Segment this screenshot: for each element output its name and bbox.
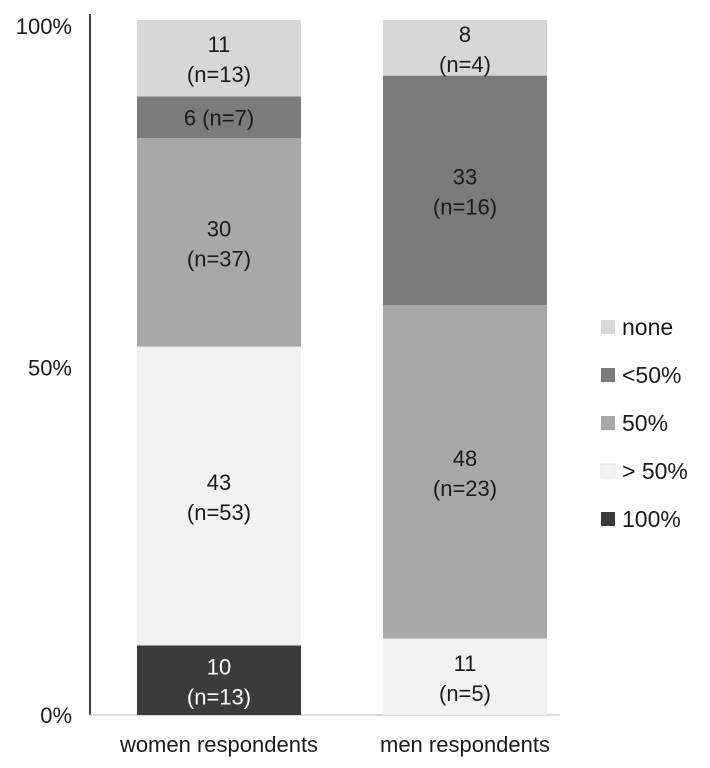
bar-segment bbox=[137, 20, 301, 97]
segment-value-label: 10 bbox=[207, 654, 231, 679]
y-tick-label: 50% bbox=[28, 356, 72, 381]
legend-swatch bbox=[600, 463, 616, 479]
segment-value-label: 43 bbox=[207, 470, 231, 495]
legend-label: > 50% bbox=[622, 458, 688, 484]
segment-count-label: (n=4) bbox=[439, 52, 491, 77]
bar-segment bbox=[383, 75, 547, 305]
segment-count-label: (n=5) bbox=[439, 681, 491, 706]
bar-segment bbox=[137, 645, 301, 715]
legend-label: 50% bbox=[622, 410, 668, 436]
x-category-label: men respondents bbox=[380, 732, 550, 757]
y-tick-label: 0% bbox=[40, 703, 72, 728]
legend-label: none bbox=[622, 314, 673, 340]
segment-count-label: (n=37) bbox=[187, 246, 251, 271]
x-category-label: women respondents bbox=[119, 732, 318, 757]
segment-count-label: (n=13) bbox=[187, 684, 251, 709]
legend-swatch bbox=[601, 512, 615, 526]
bar-segment bbox=[383, 304, 547, 639]
segment-value-label: 33 bbox=[453, 164, 477, 189]
axis-layer: 0% 50% 100% women respondents men respondent… bbox=[16, 14, 560, 757]
segment-count-label: (n=13) bbox=[187, 62, 251, 87]
y-tick-label: 100% bbox=[16, 14, 72, 39]
legend-swatch bbox=[601, 320, 615, 334]
segment-value-label: 6 (n=7) bbox=[184, 105, 254, 130]
segment-value-label: 11 bbox=[208, 32, 231, 57]
bar-segment bbox=[137, 96, 301, 139]
segment-labels-layer: 10 (n=13) 43 (n=53) 11 (n=5) 30 (n=37) 48 (n=23) 6… bbox=[184, 22, 497, 709]
legend-swatch bbox=[601, 416, 615, 430]
segment-count-label: (n=16) bbox=[433, 194, 497, 219]
segment-value-label: 30 bbox=[207, 216, 231, 241]
segment-count-label: (n=53) bbox=[187, 500, 251, 525]
segment-value-label: 8 bbox=[459, 22, 471, 47]
bar-segment bbox=[383, 20, 547, 76]
bar-segment bbox=[137, 346, 301, 646]
legend: none <50% 50% > 50% 100% bbox=[600, 314, 688, 532]
legend-label: 100% bbox=[622, 506, 681, 532]
bar-segment bbox=[383, 638, 547, 715]
segment-value-label: 48 bbox=[453, 446, 477, 471]
bar-segment bbox=[137, 138, 301, 347]
segment-value-label: 11 bbox=[454, 651, 477, 676]
segment-count-label: (n=23) bbox=[433, 476, 497, 501]
legend-swatch bbox=[601, 368, 615, 382]
legend-label: <50% bbox=[622, 362, 681, 388]
bars-layer bbox=[137, 20, 547, 715]
